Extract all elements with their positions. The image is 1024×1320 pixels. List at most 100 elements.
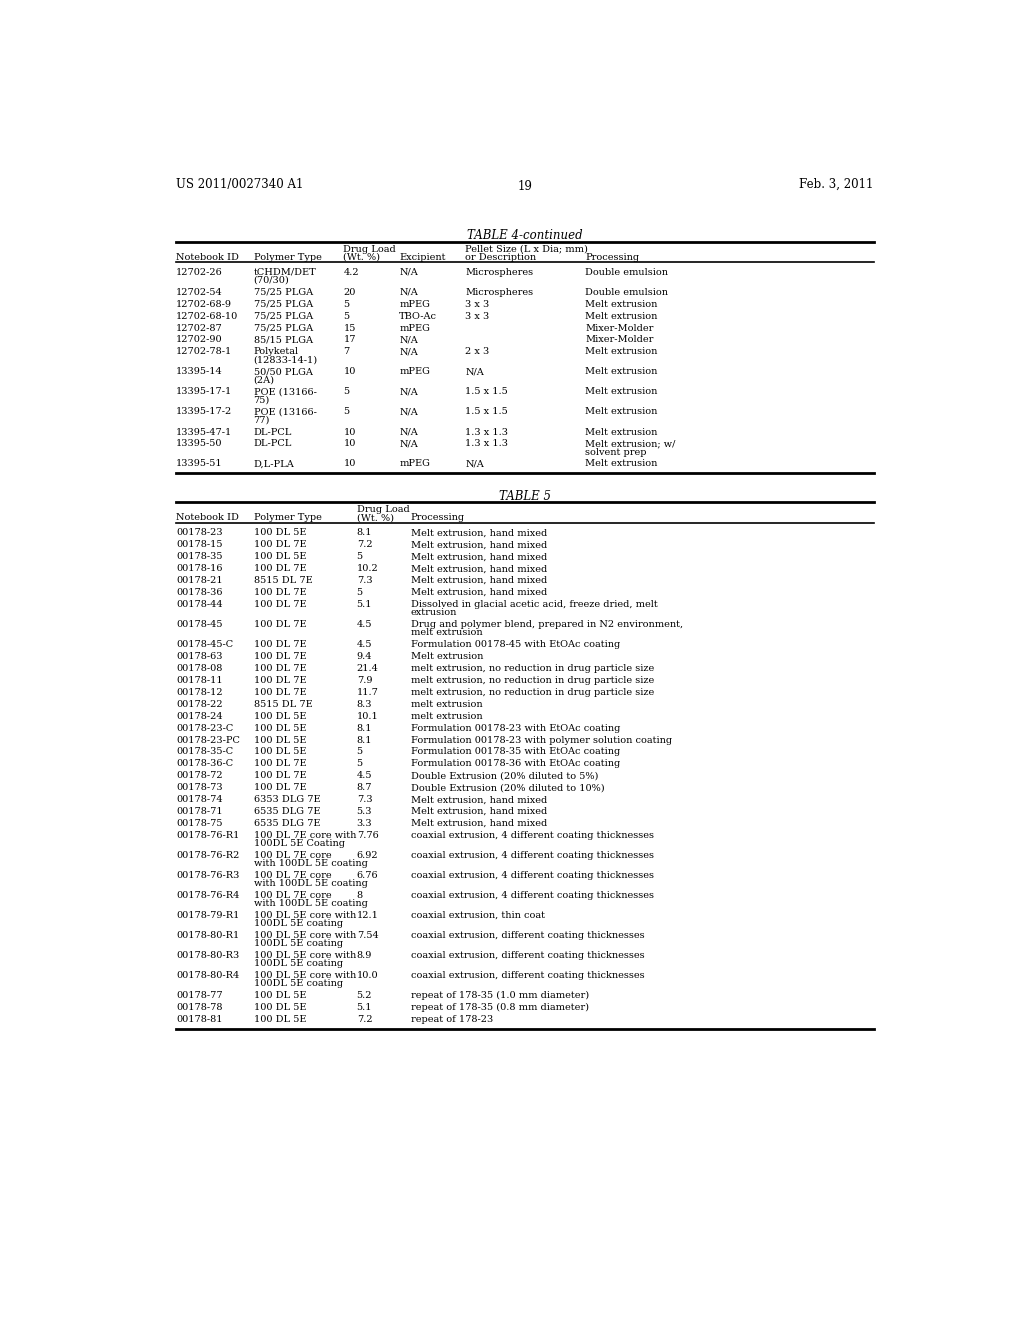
Text: 13395-50: 13395-50: [176, 440, 222, 449]
Text: 5: 5: [356, 759, 362, 768]
Text: 00178-76-R2: 00178-76-R2: [176, 851, 240, 861]
Text: 00178-23: 00178-23: [176, 528, 222, 537]
Text: DL-PCL: DL-PCL: [254, 440, 292, 449]
Text: Drug Load: Drug Load: [356, 506, 410, 515]
Text: 5: 5: [356, 747, 362, 756]
Text: D,L-PLA: D,L-PLA: [254, 459, 294, 469]
Text: N/A: N/A: [399, 388, 418, 396]
Text: 5: 5: [343, 312, 349, 321]
Text: Formulation 00178-45 with EtOAc coating: Formulation 00178-45 with EtOAc coating: [411, 640, 621, 649]
Text: N/A: N/A: [465, 367, 484, 376]
Text: Melt extrusion: Melt extrusion: [586, 347, 657, 356]
Text: 12702-87: 12702-87: [176, 323, 223, 333]
Text: 100 DL 7E: 100 DL 7E: [254, 652, 306, 661]
Text: (Wt. %): (Wt. %): [343, 252, 381, 261]
Text: Formulation 00178-35 with EtOAc coating: Formulation 00178-35 with EtOAc coating: [411, 747, 621, 756]
Text: 8.1: 8.1: [356, 528, 372, 537]
Text: 12702-78-1: 12702-78-1: [176, 347, 232, 356]
Text: 100 DL 5E core with: 100 DL 5E core with: [254, 952, 355, 960]
Text: 100 DL 7E: 100 DL 7E: [254, 771, 306, 780]
Text: 6535 DLG 7E: 6535 DLG 7E: [254, 807, 321, 816]
Text: 7.3: 7.3: [356, 795, 373, 804]
Text: tCHDM/DET: tCHDM/DET: [254, 268, 316, 277]
Text: 00178-36-C: 00178-36-C: [176, 759, 233, 768]
Text: 00178-21: 00178-21: [176, 576, 222, 585]
Text: 12702-68-9: 12702-68-9: [176, 300, 232, 309]
Text: 50/50 PLGA: 50/50 PLGA: [254, 367, 312, 376]
Text: 100 DL 5E core with: 100 DL 5E core with: [254, 911, 355, 920]
Text: 7.76: 7.76: [356, 832, 379, 840]
Text: 10: 10: [343, 428, 355, 437]
Text: Melt extrusion, hand mixed: Melt extrusion, hand mixed: [411, 807, 547, 816]
Text: 5: 5: [356, 589, 362, 597]
Text: 00178-15: 00178-15: [176, 540, 222, 549]
Text: 10.1: 10.1: [356, 711, 379, 721]
Text: 10: 10: [343, 459, 355, 469]
Text: 00178-78: 00178-78: [176, 1003, 222, 1012]
Text: 100 DL 7E core: 100 DL 7E core: [254, 871, 331, 880]
Text: melt extrusion: melt extrusion: [411, 711, 482, 721]
Text: 4.5: 4.5: [356, 640, 372, 649]
Text: 00178-63: 00178-63: [176, 652, 222, 661]
Text: 100 DL 7E: 100 DL 7E: [254, 620, 306, 630]
Text: 00178-23-C: 00178-23-C: [176, 723, 233, 733]
Text: POE (13166-: POE (13166-: [254, 388, 316, 396]
Text: Polymer Type: Polymer Type: [254, 513, 322, 523]
Text: 1.3 x 1.3: 1.3 x 1.3: [465, 428, 508, 437]
Text: 4.5: 4.5: [356, 620, 372, 630]
Text: 5: 5: [356, 552, 362, 561]
Text: 00178-76-R4: 00178-76-R4: [176, 891, 240, 900]
Text: 2 x 3: 2 x 3: [465, 347, 489, 356]
Text: 17: 17: [343, 335, 356, 345]
Text: 5: 5: [343, 300, 349, 309]
Text: 3.3: 3.3: [356, 818, 373, 828]
Text: 100 DL 5E: 100 DL 5E: [254, 723, 306, 733]
Text: 6.92: 6.92: [356, 851, 378, 861]
Text: extrusion: extrusion: [411, 609, 458, 616]
Text: 5: 5: [343, 408, 349, 417]
Text: mPEG: mPEG: [399, 300, 430, 309]
Text: Melt extrusion; w/: Melt extrusion; w/: [586, 440, 676, 449]
Text: Melt extrusion, hand mixed: Melt extrusion, hand mixed: [411, 528, 547, 537]
Text: 100 DL 7E core with: 100 DL 7E core with: [254, 832, 356, 840]
Text: 00178-76-R3: 00178-76-R3: [176, 871, 240, 880]
Text: Formulation 00178-23 with EtOAc coating: Formulation 00178-23 with EtOAc coating: [411, 723, 621, 733]
Text: with 100DL 5E coating: with 100DL 5E coating: [254, 879, 368, 888]
Text: Melt extrusion, hand mixed: Melt extrusion, hand mixed: [411, 564, 547, 573]
Text: 75/25 PLGA: 75/25 PLGA: [254, 323, 312, 333]
Text: Melt extrusion: Melt extrusion: [586, 428, 657, 437]
Text: Notebook ID: Notebook ID: [176, 513, 239, 523]
Text: coaxial extrusion, different coating thicknesses: coaxial extrusion, different coating thi…: [411, 972, 644, 981]
Text: Melt extrusion: Melt extrusion: [586, 388, 657, 396]
Text: N/A: N/A: [399, 335, 418, 345]
Text: coaxial extrusion, 4 different coating thicknesses: coaxial extrusion, 4 different coating t…: [411, 851, 654, 861]
Text: 6.76: 6.76: [356, 871, 378, 880]
Text: coaxial extrusion, thin coat: coaxial extrusion, thin coat: [411, 911, 545, 920]
Text: solvent prep: solvent prep: [586, 447, 647, 457]
Text: 13395-17-2: 13395-17-2: [176, 408, 232, 417]
Text: melt extrusion: melt extrusion: [411, 628, 482, 638]
Text: Melt extrusion: Melt extrusion: [586, 367, 657, 376]
Text: 00178-45: 00178-45: [176, 620, 222, 630]
Text: N/A: N/A: [399, 288, 418, 297]
Text: 00178-11: 00178-11: [176, 676, 222, 685]
Text: 85/15 PLGA: 85/15 PLGA: [254, 335, 312, 345]
Text: 19: 19: [517, 180, 532, 193]
Text: 7.2: 7.2: [356, 1015, 373, 1024]
Text: with 100DL 5E coating: with 100DL 5E coating: [254, 899, 368, 908]
Text: 3 x 3: 3 x 3: [465, 312, 489, 321]
Text: Processing: Processing: [586, 252, 639, 261]
Text: Double emulsion: Double emulsion: [586, 268, 669, 277]
Text: 00178-36: 00178-36: [176, 589, 222, 597]
Text: 00178-81: 00178-81: [176, 1015, 222, 1024]
Text: 00178-44: 00178-44: [176, 601, 222, 609]
Text: 5.3: 5.3: [356, 807, 372, 816]
Text: Processing: Processing: [411, 513, 465, 523]
Text: 7.2: 7.2: [356, 540, 373, 549]
Text: Melt extrusion, hand mixed: Melt extrusion, hand mixed: [411, 589, 547, 597]
Text: N/A: N/A: [399, 408, 418, 417]
Text: 00178-80-R4: 00178-80-R4: [176, 972, 240, 981]
Text: melt extrusion, no reduction in drug particle size: melt extrusion, no reduction in drug par…: [411, 664, 654, 673]
Text: Formulation 00178-36 with EtOAc coating: Formulation 00178-36 with EtOAc coating: [411, 759, 621, 768]
Text: repeat of 178-35 (0.8 mm diameter): repeat of 178-35 (0.8 mm diameter): [411, 1003, 589, 1012]
